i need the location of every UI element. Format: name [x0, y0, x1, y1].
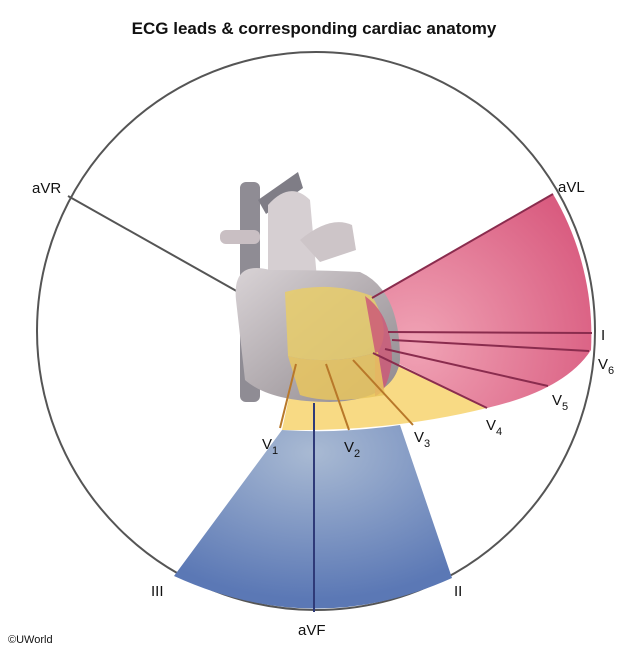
label-avr: aVR: [32, 180, 61, 197]
lead-v6-line: [391, 339, 590, 352]
label-ii: II: [454, 583, 462, 600]
lead-i-line: [387, 331, 593, 334]
lateral-region: [372, 194, 592, 408]
hexaxial-circle: [36, 51, 596, 611]
label-v1: V1: [262, 436, 278, 457]
lead-avl-line: [371, 193, 554, 299]
lead-v4-line: [372, 352, 488, 409]
diagram-title: ECG leads & corresponding cardiac anatom…: [132, 19, 497, 38]
copyright-notice: ©UWorld: [8, 634, 53, 646]
label-avl: aVL: [558, 179, 585, 196]
lead-v1-line: [279, 363, 297, 429]
label-v5: V5: [552, 392, 568, 413]
label-v4: V4: [486, 417, 502, 438]
label-v6: V6: [598, 356, 614, 377]
lead-v3-line: [352, 359, 414, 426]
lead-v2-line: [325, 363, 350, 431]
label-i: I: [601, 327, 605, 344]
lead-v5-line: [384, 348, 549, 387]
label-iii: III: [151, 583, 164, 600]
avr-axis-line: [67, 195, 241, 294]
heart-illustration: [220, 172, 400, 402]
label-v3: V3: [414, 429, 430, 450]
label-v2: V2: [344, 439, 360, 460]
label-avf: aVF: [298, 622, 326, 639]
